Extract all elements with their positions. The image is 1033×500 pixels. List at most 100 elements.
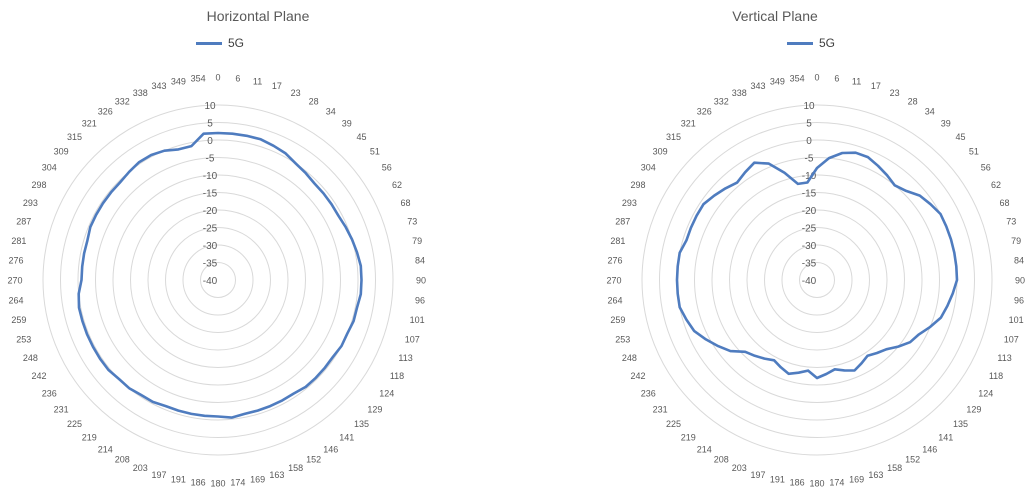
angle-label: 309 <box>54 147 69 157</box>
vertical-plane-panel: Vertical Plane 5G 10 5 0 -5 -10 -15 -20 -25 -30 -… <box>517 0 1033 500</box>
radial-tick-label: -20 <box>802 206 817 217</box>
angle-label: 287 <box>16 217 31 227</box>
angle-label: 56 <box>382 163 392 173</box>
angle-label: 349 <box>770 76 785 86</box>
radial-tick-label: 10 <box>204 101 216 112</box>
angle-label: 203 <box>732 463 747 473</box>
grid-circle <box>729 192 905 368</box>
legend-swatch <box>196 41 222 45</box>
angle-label: 45 <box>357 132 367 142</box>
angle-label: 281 <box>610 236 625 246</box>
angle-label: 118 <box>989 371 1003 381</box>
angle-label: 11 <box>253 76 262 86</box>
angle-label: 298 <box>630 180 645 190</box>
angle-label: 96 <box>1014 295 1024 305</box>
angle-label: 79 <box>412 236 422 246</box>
angle-label: 332 <box>115 96 130 106</box>
angle-label: 180 <box>809 479 824 489</box>
angle-label: 141 <box>938 432 953 442</box>
legend-label: 5G <box>819 36 836 50</box>
angle-label: 332 <box>714 96 729 106</box>
angle-label: 23 <box>291 88 301 98</box>
angle-label: 34 <box>925 107 935 117</box>
angle-label: 231 <box>653 404 668 414</box>
legend-label: 5G <box>228 36 245 50</box>
angle-label: 309 <box>653 147 668 157</box>
angle-label: 197 <box>751 470 766 480</box>
angle-label: 338 <box>732 88 747 98</box>
angle-label: 321 <box>82 119 97 129</box>
radial-tick-label: 0 <box>806 136 812 147</box>
angle-label: 248 <box>23 353 38 363</box>
grid-circle <box>746 209 888 351</box>
angle-label: 90 <box>416 276 426 286</box>
radial-tick-label: -35 <box>203 259 218 270</box>
angle-label: 28 <box>309 96 319 106</box>
angle-label: 231 <box>54 404 69 414</box>
angle-label: 298 <box>31 180 46 190</box>
angle-label: 96 <box>415 295 425 305</box>
grid-circle <box>42 104 394 456</box>
grid-circle <box>659 122 975 438</box>
angle-label: 242 <box>31 371 46 381</box>
angle-label: 304 <box>42 163 57 173</box>
series-line-5g <box>77 131 363 419</box>
grid-circle <box>764 227 870 333</box>
angle-label: 174 <box>230 478 245 488</box>
angle-label: 34 <box>326 107 336 117</box>
radial-tick-label: -15 <box>203 189 218 200</box>
grid-circle <box>781 244 853 316</box>
angle-label: 264 <box>8 295 23 305</box>
angle-label: 152 <box>905 455 920 465</box>
angle-label: 326 <box>697 107 712 117</box>
angle-label: 259 <box>610 315 625 325</box>
angle-label: 236 <box>641 388 656 398</box>
angle-label: 349 <box>171 76 186 86</box>
angle-label: 281 <box>11 236 26 246</box>
grid-circle <box>799 262 835 298</box>
chart-title: Horizontal Plane <box>206 8 310 24</box>
angle-label: 304 <box>641 163 656 173</box>
angle-label: 118 <box>390 371 404 381</box>
angle-label: 163 <box>269 470 284 480</box>
angle-label: 101 <box>1009 315 1024 325</box>
angle-label: 39 <box>941 119 951 129</box>
angle-label: 73 <box>1006 217 1016 227</box>
grid-circle <box>130 192 306 368</box>
angle-label: 84 <box>1014 256 1024 266</box>
angle-label: 113 <box>997 353 1011 363</box>
angle-label: 191 <box>171 475 186 485</box>
angle-label: 101 <box>410 315 425 325</box>
radial-tick-label: -15 <box>802 189 817 200</box>
legend: 5G <box>787 36 835 50</box>
angle-label: 39 <box>342 119 352 129</box>
angle-label: 203 <box>133 463 148 473</box>
angle-label: 84 <box>415 256 425 266</box>
angle-label: 191 <box>770 475 785 485</box>
angle-label: 158 <box>288 463 303 473</box>
angle-label: 186 <box>790 478 805 488</box>
angle-label: 135 <box>953 419 968 429</box>
chart-title: Vertical Plane <box>732 8 818 24</box>
grid-circle <box>77 139 359 421</box>
radial-tick-label: 5 <box>806 119 812 130</box>
angle-label: 225 <box>67 419 82 429</box>
angle-label: 0 <box>215 73 220 83</box>
angle-label: 146 <box>922 444 937 454</box>
angle-label: 253 <box>16 334 31 344</box>
angle-label: 225 <box>666 419 681 429</box>
angle-label: 51 <box>969 147 979 157</box>
angle-label: 17 <box>272 81 282 91</box>
angle-label: 276 <box>607 256 622 266</box>
radial-tick-label: -40 <box>802 276 817 287</box>
angle-label: 146 <box>323 444 338 454</box>
radial-tick-label: 5 <box>207 119 213 130</box>
angle-label: 287 <box>615 217 630 227</box>
grid-circle <box>694 157 940 403</box>
angle-label: 174 <box>829 478 844 488</box>
angle-label: 270 <box>606 276 621 286</box>
angle-label: 90 <box>1015 276 1025 286</box>
angle-label: 293 <box>23 198 38 208</box>
grid-circle <box>60 122 376 438</box>
